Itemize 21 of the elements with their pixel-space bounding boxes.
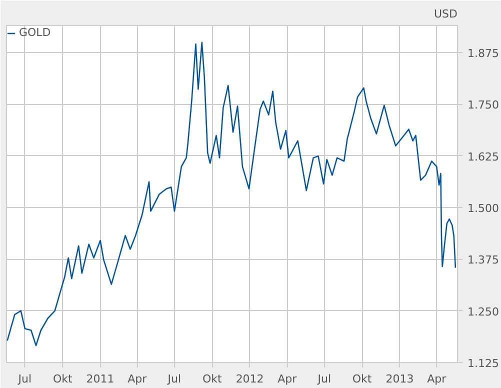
x-tick-label: Apr xyxy=(128,372,148,386)
legend-label: GOLD xyxy=(19,26,51,39)
y-tick-label: 1.500 xyxy=(468,202,499,215)
x-tick-label: 2013 xyxy=(386,372,414,386)
y-tick-label: 1.375 xyxy=(468,254,499,267)
y-tick-label: 1.250 xyxy=(468,305,499,318)
y-tick-label: 1.625 xyxy=(468,150,499,164)
x-tick-label: Jul xyxy=(17,372,32,386)
x-tick-label: Apr xyxy=(278,372,298,386)
x-tick-label: Apr xyxy=(427,372,447,386)
y-tick-label: 1.750 xyxy=(468,98,499,112)
y-axis-title: USD xyxy=(434,8,458,20)
x-tick-label: Jul xyxy=(166,372,182,386)
x-tick-label: Okt xyxy=(52,372,73,386)
x-tick-label: Jul xyxy=(316,372,332,386)
y-tick-label: 1.125 xyxy=(468,357,499,370)
x-tick-label: Okt xyxy=(352,372,372,386)
x-tick-label: Okt xyxy=(202,372,222,386)
y-tick-label: 1.875 xyxy=(468,46,499,60)
x-tick-label: 2011 xyxy=(86,372,114,386)
x-tick-label: 2012 xyxy=(236,372,264,386)
